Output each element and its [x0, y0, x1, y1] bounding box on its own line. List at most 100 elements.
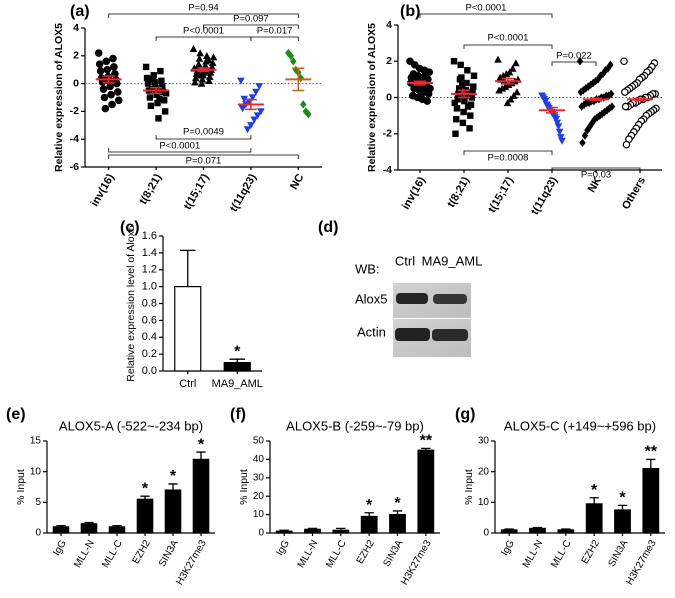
point — [508, 64, 517, 72]
bar — [275, 530, 293, 534]
point — [468, 94, 475, 101]
point — [247, 122, 255, 130]
point — [195, 54, 204, 62]
y-tick-label: -6 — [70, 161, 79, 173]
comparison-label: P=0.017 — [257, 26, 293, 37]
sem-bar — [590, 97, 602, 102]
x-tick-label: MA9_AML — [212, 378, 263, 390]
bar — [174, 286, 202, 372]
point — [455, 85, 463, 92]
error-bar — [589, 497, 599, 504]
point — [586, 122, 594, 131]
x-tick-label: Ctrl — [179, 378, 196, 390]
point — [252, 88, 260, 96]
chart-title: ALOX5-C (+149~+596 bp) — [504, 418, 656, 433]
point — [495, 86, 503, 94]
sem-bar — [292, 67, 305, 92]
point — [205, 72, 214, 80]
bar — [500, 529, 518, 534]
blot-header: WB: — [355, 261, 380, 276]
bar — [223, 361, 251, 372]
y-tick-label: 1.4 — [142, 247, 157, 259]
comparison-bracket — [108, 148, 252, 153]
y-tick-label: 4 — [386, 19, 392, 31]
row-label: Actin — [357, 324, 386, 339]
bar — [108, 526, 126, 534]
comparison-bracket — [463, 44, 553, 49]
error-bar — [196, 451, 206, 460]
y-tick-label: 1.2 — [142, 264, 157, 276]
x-tick-label: MLL-N — [521, 538, 546, 569]
comparison-bracket — [419, 13, 553, 18]
y-tick-label: 0.6 — [142, 314, 157, 326]
chart-title: ALOX5-B (-259~-79 bp) — [286, 418, 424, 433]
point — [607, 89, 615, 99]
point — [555, 128, 564, 136]
point — [554, 123, 563, 131]
point — [503, 99, 512, 107]
y-tick-label: 5 — [35, 497, 41, 508]
bar — [389, 513, 406, 534]
point — [494, 55, 502, 63]
point — [208, 58, 217, 66]
band — [395, 328, 430, 341]
x-tick-label: EZH2 — [580, 538, 603, 566]
point — [197, 71, 205, 79]
point — [162, 90, 170, 97]
point — [94, 49, 103, 57]
y-tick-label: 4 — [73, 22, 79, 34]
panel-label: (b) — [400, 3, 420, 20]
significance-label: * — [198, 436, 205, 453]
point — [189, 45, 198, 53]
point — [153, 91, 160, 98]
x-tick-label: IgG — [51, 538, 69, 558]
point — [290, 57, 297, 66]
point — [194, 60, 203, 68]
bar — [360, 515, 378, 534]
point — [142, 63, 150, 71]
band — [433, 294, 467, 304]
point — [464, 103, 472, 110]
point — [250, 116, 259, 124]
sem-bar — [458, 89, 470, 99]
point — [205, 77, 213, 85]
point — [621, 88, 629, 96]
point — [576, 57, 584, 66]
comparison-label: P=0.94 — [188, 3, 218, 14]
point — [100, 93, 109, 102]
point — [155, 115, 162, 122]
comparison-label: P=0.03 — [581, 170, 611, 181]
point — [461, 97, 468, 105]
point — [191, 78, 199, 86]
y-tick-label: 10 — [30, 466, 42, 477]
point — [146, 94, 154, 101]
y-tick-label: 0.2 — [142, 348, 157, 360]
point — [552, 116, 560, 124]
point — [198, 75, 207, 83]
point — [209, 53, 218, 61]
bar — [332, 529, 350, 534]
chart-title: ALOX5-A (-522~-234 bp) — [59, 418, 203, 433]
point — [240, 95, 249, 103]
point — [452, 130, 459, 137]
point — [598, 109, 606, 119]
point — [110, 63, 118, 71]
point — [458, 74, 465, 81]
point — [463, 79, 470, 87]
y-tick-label: 1.6 — [142, 230, 157, 242]
y-tick-label: 0.8 — [142, 297, 157, 309]
point — [509, 91, 518, 99]
y-tick-label: 0 — [258, 528, 264, 539]
point — [423, 97, 432, 105]
point — [458, 81, 466, 89]
comparison-bracket — [551, 167, 641, 172]
point — [557, 134, 565, 142]
comparison-label: P<0.0001 — [183, 26, 224, 37]
point — [106, 82, 114, 91]
point — [587, 80, 594, 90]
point — [103, 65, 112, 74]
point — [411, 61, 419, 69]
point — [589, 78, 597, 88]
significance-label: * — [394, 495, 401, 512]
error-bar — [392, 510, 403, 515]
